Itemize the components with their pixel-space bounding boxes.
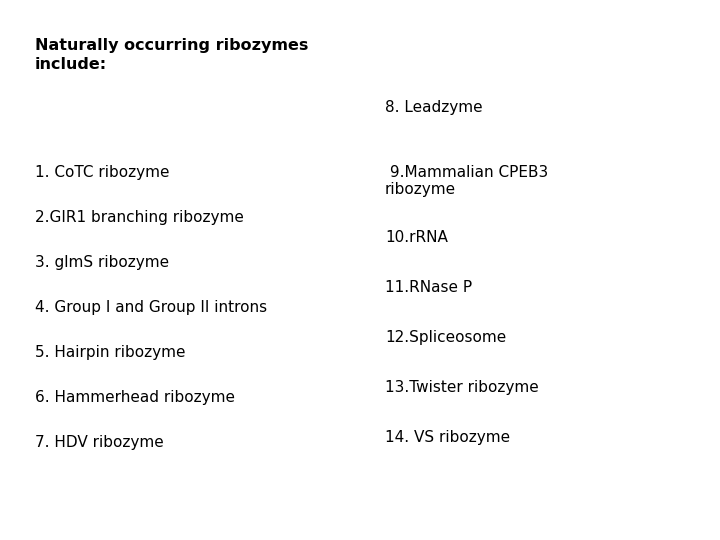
Text: 5. Hairpin ribozyme: 5. Hairpin ribozyme <box>35 345 186 360</box>
Text: 7. HDV ribozyme: 7. HDV ribozyme <box>35 435 163 450</box>
Text: 3. glmS ribozyme: 3. glmS ribozyme <box>35 255 169 270</box>
Text: 2.GIR1 branching ribozyme: 2.GIR1 branching ribozyme <box>35 210 244 225</box>
Text: 4. Group I and Group II introns: 4. Group I and Group II introns <box>35 300 267 315</box>
Text: 8. Leadzyme: 8. Leadzyme <box>385 100 482 115</box>
Text: 6. Hammerhead ribozyme: 6. Hammerhead ribozyme <box>35 390 235 405</box>
Text: 11.RNase P: 11.RNase P <box>385 280 472 295</box>
Text: 9.Mammalian CPEB3
ribozyme: 9.Mammalian CPEB3 ribozyme <box>385 165 548 198</box>
Text: 13.Twister ribozyme: 13.Twister ribozyme <box>385 380 539 395</box>
Text: 12.Spliceosome: 12.Spliceosome <box>385 330 506 345</box>
Text: 10.rRNA: 10.rRNA <box>385 230 448 245</box>
Text: Naturally occurring ribozymes
include:: Naturally occurring ribozymes include: <box>35 38 308 72</box>
Text: 1. CoTC ribozyme: 1. CoTC ribozyme <box>35 165 169 180</box>
Text: 14. VS ribozyme: 14. VS ribozyme <box>385 430 510 445</box>
